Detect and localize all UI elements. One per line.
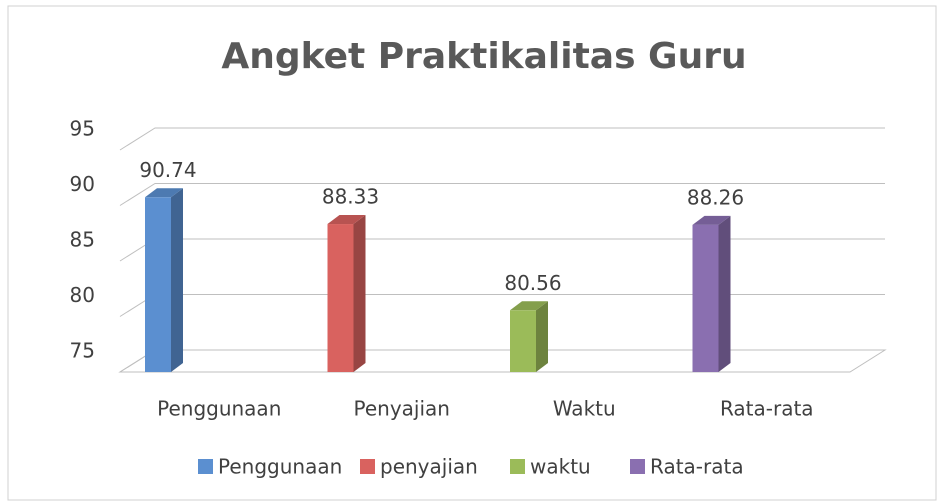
legend-swatch: [510, 459, 525, 474]
y-tick-label: 90: [70, 172, 95, 196]
grid-line: [119, 127, 885, 151]
data-label: 80.56: [504, 271, 561, 295]
bar-side: [718, 215, 731, 372]
x-tick-label: Waktu: [553, 397, 616, 421]
bar-top: [692, 215, 731, 225]
legend-label: waktu: [530, 455, 591, 479]
legend-label: penyajian: [380, 455, 478, 479]
chart-title: Angket Praktikalitas Guru: [221, 36, 746, 77]
data-label: 88.33: [322, 185, 379, 209]
bar-top: [145, 188, 183, 198]
legend-swatch: [198, 459, 213, 474]
y-tick-label: 95: [70, 117, 95, 141]
bar-side: [353, 215, 366, 372]
legend-swatch: [360, 459, 375, 474]
y-tick-label: 75: [70, 339, 95, 363]
legend-label: Penggunaan: [218, 455, 342, 479]
y-tick-label: 85: [70, 228, 95, 252]
bar: [510, 310, 536, 372]
bar: [692, 224, 719, 372]
bar-side: [536, 301, 548, 372]
data-label: 90.74: [139, 158, 196, 182]
grid-line: [119, 183, 885, 206]
x-tick-label: Penyajian: [354, 397, 450, 421]
legend-label: Rata-rata: [650, 455, 744, 479]
legend-swatch: [630, 459, 645, 474]
data-label: 88.26: [687, 185, 744, 209]
bar: [145, 197, 171, 372]
bar: [327, 224, 354, 372]
x-tick-label: Rata-rata: [720, 397, 814, 421]
bar-top: [327, 215, 366, 225]
y-tick-label: 80: [70, 283, 95, 307]
bar-top: [510, 301, 548, 311]
x-tick-label: Penggunaan: [157, 397, 281, 421]
bar-side: [171, 188, 183, 372]
